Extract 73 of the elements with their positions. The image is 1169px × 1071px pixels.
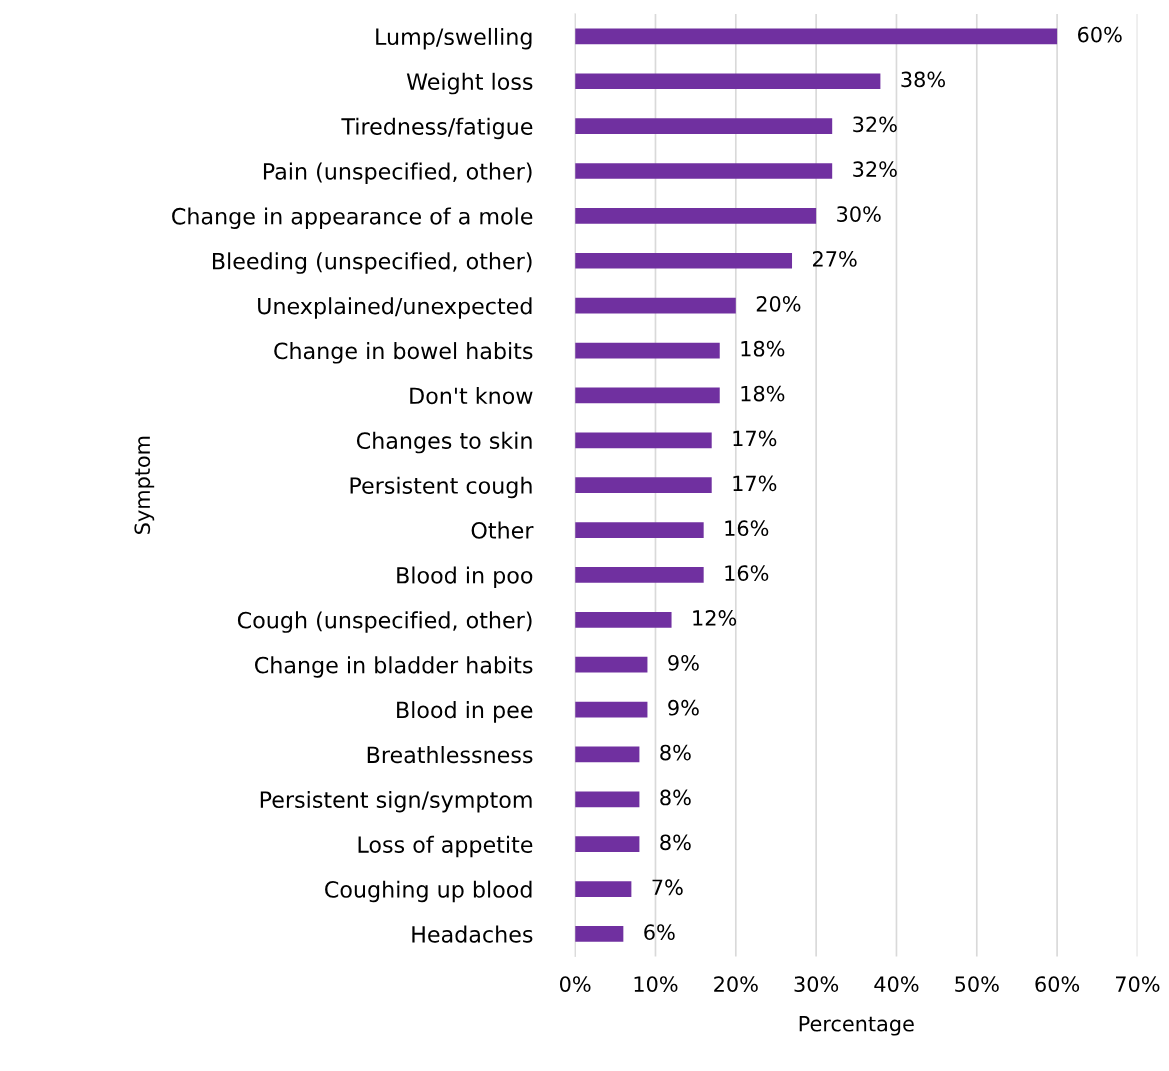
- x-tick-label: 0%: [560, 976, 591, 992]
- data-label: 17%: [733, 475, 777, 492]
- y-tick-label: Cough (unspecified, other): [237, 611, 532, 633]
- bar: [575, 477, 712, 494]
- data-label: 38%: [901, 71, 945, 88]
- x-tick-label: 40%: [874, 976, 919, 992]
- data-label: 12%: [693, 610, 737, 626]
- y-tick-label: Coughing up blood: [325, 880, 532, 903]
- bar: [575, 208, 817, 224]
- y-tick-label: Don't know: [410, 386, 533, 405]
- y-tick-label: Tiredness/fatigue: [341, 117, 533, 140]
- x-tick-label: 70%: [1115, 976, 1160, 992]
- bar: [575, 926, 624, 942]
- data-label: 18%: [741, 385, 785, 402]
- data-label: 9%: [668, 699, 699, 716]
- x-tick-label: 30%: [794, 976, 839, 992]
- y-tick-label: Bleeding (unspecified, other): [213, 252, 532, 274]
- bar: [575, 701, 648, 718]
- x-tick-label: 50%: [955, 976, 999, 992]
- data-label: 8%: [660, 834, 691, 851]
- y-tick-label: Loss of appetite: [358, 835, 533, 858]
- y-tick-label: Change in appearance of a mole: [172, 207, 533, 229]
- y-tick-label: Blood in pee: [397, 701, 533, 723]
- y-axis-title: Symptom: [134, 436, 155, 534]
- data-label: 9%: [668, 654, 699, 671]
- y-tick-label: Persistent cough: [350, 476, 532, 499]
- bar: [575, 342, 720, 359]
- y-tick-label: Unexplained/unexpected: [258, 297, 532, 319]
- data-label: 20%: [756, 295, 801, 312]
- y-tick-label: Blood in poo: [397, 566, 533, 588]
- data-label: 7%: [652, 879, 683, 896]
- y-tick-label: Change in bowel habits: [274, 342, 533, 364]
- bar: [575, 791, 640, 808]
- bar: [575, 836, 640, 853]
- x-tick-label: 20%: [714, 976, 758, 992]
- bar: [575, 252, 793, 269]
- x-tick-label: 10%: [634, 976, 678, 992]
- data-label: 16%: [725, 565, 769, 581]
- bar: [575, 73, 881, 90]
- data-label: 30%: [837, 206, 881, 222]
- data-label: 8%: [660, 744, 691, 761]
- bar: [575, 432, 712, 449]
- bar: [575, 522, 704, 538]
- y-tick-label: Headaches: [412, 925, 533, 943]
- y-tick-label: Breathlessness: [367, 746, 533, 764]
- bar: [575, 163, 833, 179]
- x-axis-title: Percentage: [799, 1016, 914, 1036]
- y-tick-label: Persistent sign/symptom: [260, 790, 532, 813]
- bar: [575, 387, 720, 404]
- bar: [575, 118, 833, 134]
- y-tick-label: Pain (unspecified, other): [263, 162, 532, 185]
- bar: [575, 656, 648, 673]
- y-tick-label: Changes to skin: [356, 431, 532, 454]
- bar: [575, 297, 736, 314]
- x-tick-label: 60%: [1035, 976, 1080, 992]
- data-label: 8%: [660, 789, 691, 806]
- y-tick-label: Change in bladder habits: [255, 656, 533, 678]
- data-label: 32%: [853, 161, 897, 178]
- bar: [575, 28, 1058, 45]
- data-label: 27%: [813, 251, 857, 267]
- data-label: 6%: [644, 924, 675, 941]
- bar: [575, 567, 704, 583]
- bar: [575, 881, 632, 897]
- y-tick-label: Weight loss: [406, 72, 533, 95]
- y-tick-label: Lump/swelling: [376, 27, 532, 50]
- data-label: 17%: [733, 430, 777, 447]
- data-label: 18%: [741, 340, 785, 357]
- bar: [575, 746, 640, 763]
- bar: [575, 611, 672, 628]
- data-label: 32%: [853, 116, 897, 133]
- y-tick-label: Other: [471, 521, 534, 539]
- data-label: 16%: [725, 520, 769, 537]
- data-label: 60%: [1078, 26, 1122, 43]
